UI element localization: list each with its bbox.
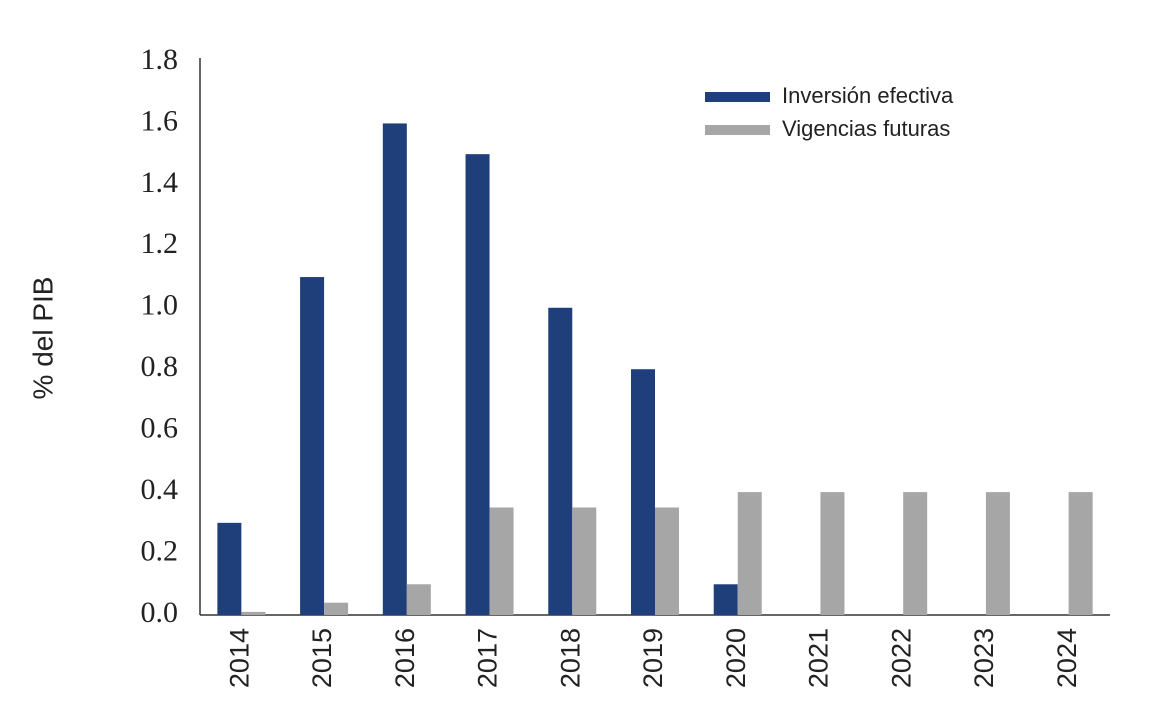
bar — [820, 492, 845, 615]
legend-swatch — [705, 92, 770, 102]
x-tick-label: 2023 — [969, 628, 999, 688]
bar — [655, 507, 679, 615]
bar — [737, 492, 762, 615]
y-tick-label: 0.2 — [141, 534, 179, 567]
y-tick-label: 1.2 — [141, 227, 179, 260]
x-tick-label: 2015 — [307, 628, 337, 688]
bar — [903, 492, 928, 615]
bar — [324, 602, 349, 615]
x-tick-label: 2022 — [886, 628, 916, 688]
y-tick-label: 0.6 — [141, 412, 179, 445]
bar — [631, 369, 655, 615]
bar — [300, 277, 325, 615]
x-tick-label: 2020 — [721, 628, 751, 688]
legend-label: Vigencias futuras — [782, 116, 950, 141]
bar — [406, 584, 431, 615]
legend-swatch — [705, 125, 770, 135]
bar — [465, 154, 490, 615]
bar — [1068, 492, 1093, 615]
y-tick-label: 0.0 — [141, 596, 179, 629]
x-tick-label: 2021 — [804, 628, 834, 688]
bar — [217, 522, 242, 615]
x-tick-label: 2016 — [390, 628, 420, 688]
bar — [548, 307, 573, 615]
bar — [241, 611, 266, 615]
bar — [572, 507, 597, 615]
y-tick-label: 1.0 — [141, 289, 179, 322]
y-tick-label: 1.6 — [141, 104, 179, 137]
y-tick-label: 0.4 — [141, 473, 179, 506]
y-tick-label: 0.8 — [141, 350, 179, 383]
y-tick-label: 1.4 — [141, 166, 179, 199]
bar — [713, 584, 738, 615]
x-tick-label: 2019 — [638, 628, 668, 688]
x-tick-label: 2024 — [1052, 628, 1082, 688]
legend-label: Inversión efectiva — [782, 83, 954, 108]
x-tick-label: 2014 — [224, 628, 254, 688]
bar — [382, 123, 407, 615]
bar — [985, 492, 1010, 615]
y-tick-label: 1.8 — [141, 43, 179, 76]
y-axis-label: % del PIB — [27, 277, 58, 400]
bar — [489, 507, 514, 615]
x-tick-label: 2017 — [473, 628, 503, 688]
x-tick-label: 2018 — [555, 628, 585, 688]
